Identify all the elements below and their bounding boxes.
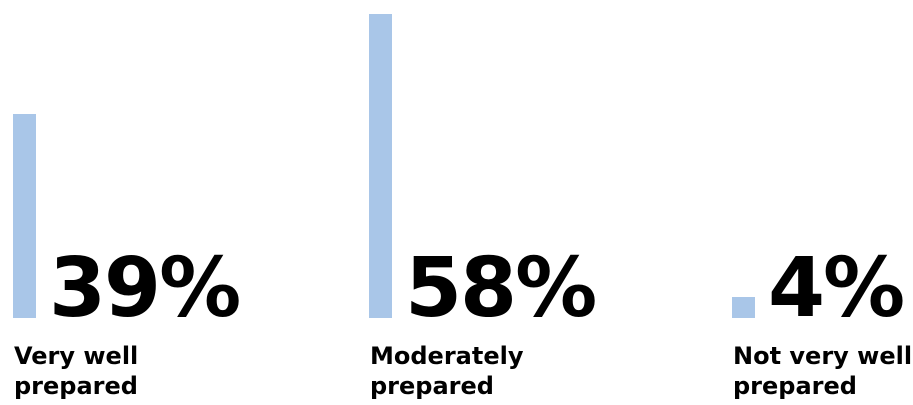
bar-not-very-well-prepared: [732, 297, 755, 318]
category-label-line: Not very well: [733, 342, 913, 370]
category-label-not-very-well-prepared: Not very well prepared: [733, 341, 912, 401]
bar-moderately-prepared: [369, 14, 392, 318]
category-label-line: prepared: [733, 372, 857, 400]
bar-very-well-prepared: [13, 114, 36, 318]
value-label-not-very-well-prepared: 4%: [768, 241, 905, 336]
category-label-very-well-prepared: Very well prepared: [14, 341, 138, 401]
category-label-line: prepared: [370, 372, 494, 400]
value-label-very-well-prepared: 39%: [49, 241, 241, 336]
category-label-line: Very well: [14, 342, 139, 370]
category-label-line: Moderately: [370, 342, 524, 370]
value-label-moderately-prepared: 58%: [405, 241, 597, 336]
category-label-moderately-prepared: Moderately prepared: [370, 341, 523, 401]
category-label-line: prepared: [14, 372, 138, 400]
